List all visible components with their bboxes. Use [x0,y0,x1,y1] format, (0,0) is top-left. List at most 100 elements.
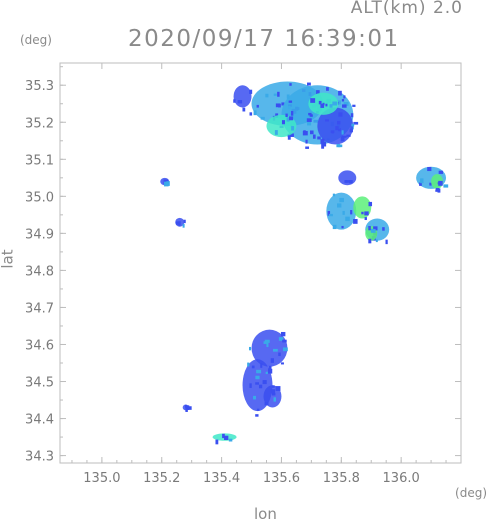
echo-pixel [255,414,259,417]
echo-pixel [438,170,444,174]
echo-pixel [341,98,345,102]
echo-pixel [308,112,312,116]
echo-pixel [222,433,225,439]
echo-pixel [353,121,359,125]
tick-layer: 135.0 135.2 135.4 135.6 135.8 136.0 35.3 35.2 35… [25,63,461,486]
echo-pixel [256,408,260,411]
echo-pixel [268,368,273,374]
echo-pixel [290,110,294,116]
echo-pixel [318,100,322,105]
echo-pixel [385,239,388,245]
echo-pixel [370,228,376,233]
y-tick-label: 34.3 [25,450,54,465]
echo-pixel [287,135,291,140]
x-tick-label: 135.2 [143,471,180,486]
y-tick-label: 35.1 [25,153,54,168]
echo-pixel [286,117,290,122]
echo-pixel [349,128,353,133]
echo-pixel [325,119,329,122]
echo-pixel [253,110,257,116]
x-tick-label: 135.8 [323,471,360,486]
echo-pixel [339,197,344,203]
echo-pixel [337,203,342,208]
echo-pixel [291,126,295,131]
echo-pixel [242,107,246,112]
x-tick-label: 135.6 [263,471,300,486]
echo-pixel [268,365,272,371]
echo-pixel [281,102,285,106]
echo-pixel [274,130,278,135]
echo-pixel [256,104,259,108]
echo-pixel [278,352,281,357]
echo-pixel [305,139,308,144]
echo-pixel [328,213,333,217]
echo-pixel [368,201,373,207]
echo-layer [160,81,449,445]
x-tick-label: 135.4 [203,471,240,486]
echo-pixel [364,211,369,216]
echo-pixel [312,134,316,139]
plot-frame [59,62,462,464]
echo-pixel [275,386,281,391]
echo-pixel [262,380,267,385]
y-tick-label: 34.6 [25,338,54,353]
echo-pixel [273,348,278,352]
echo-cell [233,85,252,108]
echo-pixel [348,180,353,184]
x-axis-label: lon [254,505,277,523]
echo-pixel [289,133,294,137]
echo-pixel [382,227,385,231]
echo-pixel [185,407,188,412]
echo-pixel [364,217,367,221]
echo-pixel [247,362,250,367]
echo-pixel [255,375,260,380]
echo-pixel [330,130,335,134]
echo-pixel [335,126,339,131]
echo-cell [251,329,288,367]
echo-pixel [352,104,356,107]
echo-pixel [285,113,288,117]
echo-pixel [178,221,181,226]
echo-pixel [310,130,314,135]
echo-pixel [332,101,337,106]
echo-pixel [309,114,313,117]
echo-pixel [253,395,257,400]
echo-pixel [351,123,355,127]
echo-pixel [327,211,331,216]
echo-pixel [337,100,341,105]
echo-pixel [282,339,287,343]
echo-pixel [289,83,292,86]
echo-pixel [321,141,327,147]
x-tick-label: 135.0 [83,471,120,486]
echo-pixel [260,363,263,368]
x-tick-label: 136.0 [383,471,420,486]
y-tick-label: 34.9 [25,227,54,242]
echo-pixel [329,104,333,108]
echo-pixel [345,180,350,183]
echo-pixel [280,331,286,337]
echo-pixel [361,211,364,215]
echo-pixel [326,87,329,91]
echo-pixel [338,112,343,117]
echo-pixel [325,103,328,107]
echo-pixel [346,134,351,137]
echo-pixel [273,93,277,96]
echo-pixel [353,218,358,224]
echo-pixel [420,178,424,184]
echo-pixel [265,371,268,375]
echo-pixel [270,389,276,394]
echo-pixel [317,136,321,140]
echo-pixel [249,112,253,116]
x-unit-label: (deg) [455,486,487,500]
echo-pixel [184,404,188,408]
echo-pixel [338,90,342,96]
echo-pixel [186,405,190,411]
y-tick-label: 34.7 [25,301,54,316]
echo-pixel [272,385,275,388]
echo-pixel [342,104,347,108]
echo-pixel [341,225,344,229]
echo-pixel [188,406,192,410]
echo-pixel [302,130,308,136]
echo-cell [338,170,357,186]
